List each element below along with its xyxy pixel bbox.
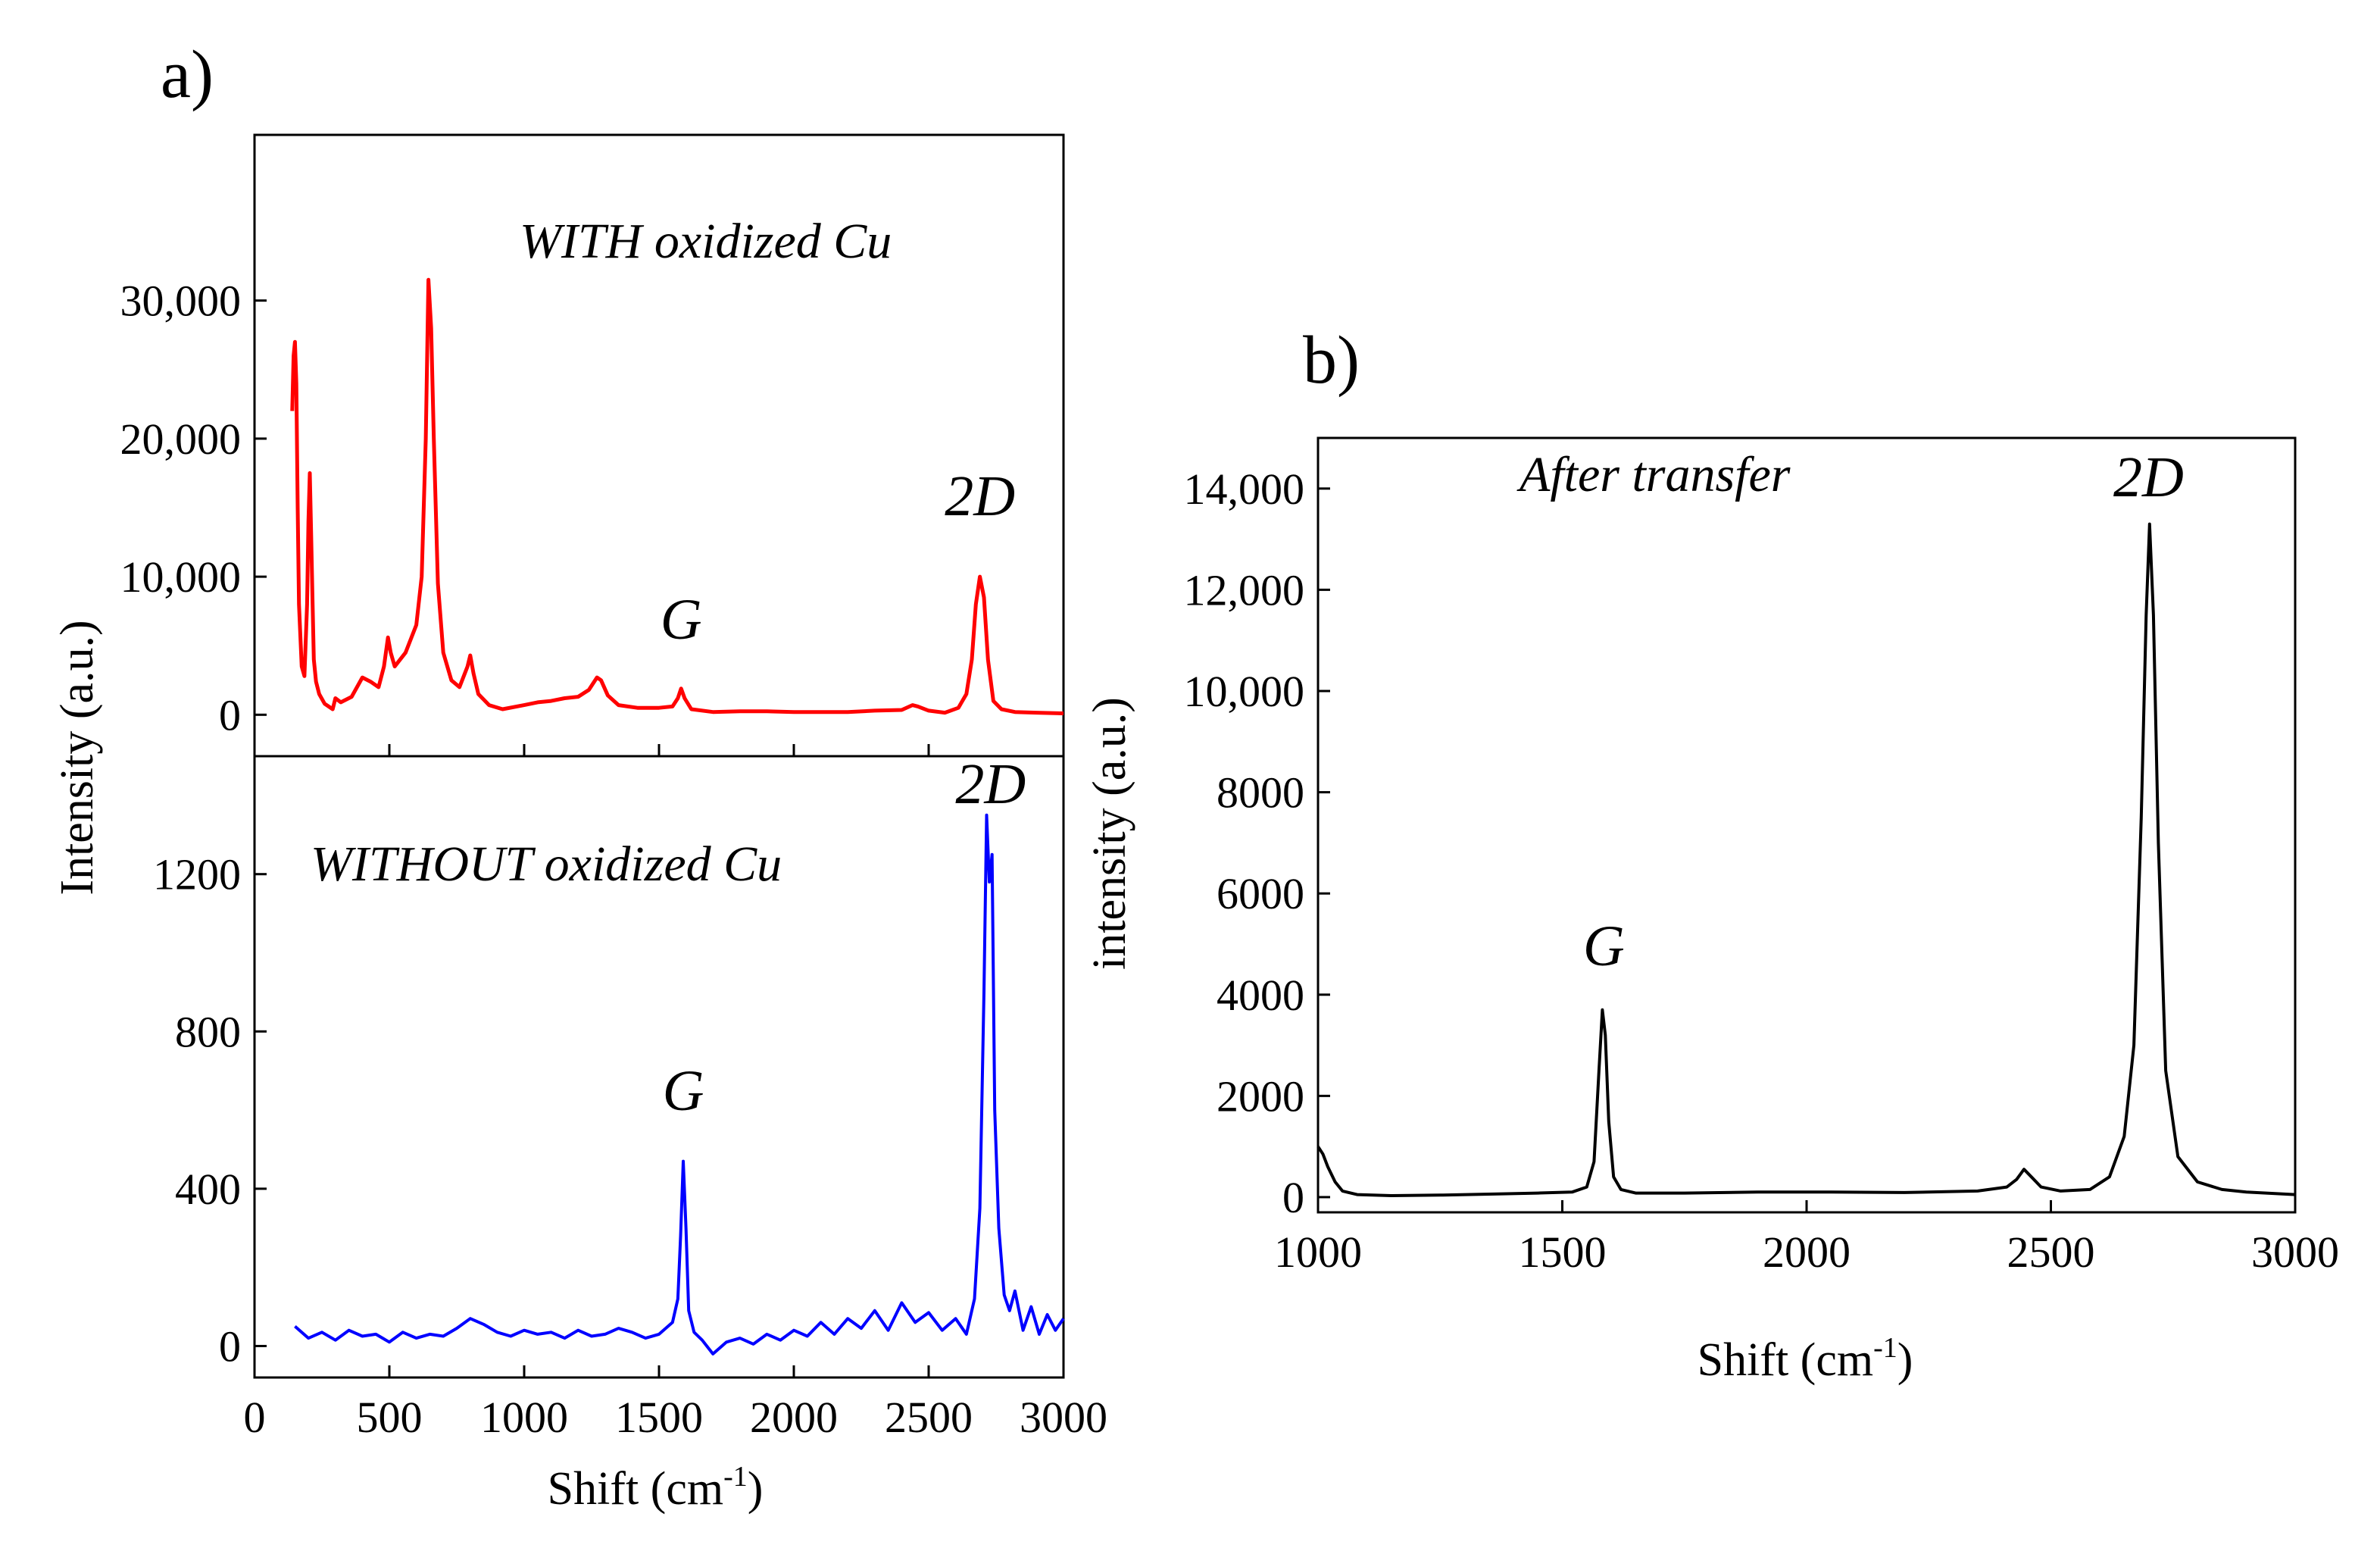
panel-b-x-tick-label: 3000 [2251,1227,2339,1277]
chart-panel-a-top: 0 10,000 20,000 30,000 WITH oxidized Cu G 2D [120,133,1065,758]
panel-a-top-y-tick-label: 30,000 [120,277,242,326]
panel-a-top-peak-label-2D: 2D [945,464,1015,528]
panel-a-x-axis-close-paren: ) [748,1463,764,1515]
panel-b-annotation: After transfer [1516,447,1791,502]
panel-a-top-annotation: WITH oxidized Cu [520,214,892,269]
panel-a-bottom-x-tick-label: 1500 [615,1393,703,1442]
panel-a-x-axis-title: Shift (cm-1) [548,1461,764,1515]
panel-b-peak-label-2D: 2D [2113,446,2184,509]
panel-label-b: b) [1303,323,1360,398]
panel-b-x-axis-title-text: Shift (cm [1698,1334,1873,1386]
panel-b-x-tick-label: 1500 [1519,1227,1607,1277]
panel-b-y-tick-label: 14,000 [1184,464,1305,514]
panel-b-x-axis-superscript: -1 [1873,1332,1897,1364]
panel-a-bottom-x-tick-label: 0 [244,1393,266,1442]
panel-label-a: a) [161,37,214,112]
panel-a-bottom-x-tick-label: 2000 [750,1393,838,1442]
panel-a-bottom-x-tick-label: 500 [357,1393,423,1442]
panel-b-x-tick-label: 2500 [2007,1227,2095,1277]
panel-b-y-tick-label: 10,000 [1184,667,1305,716]
panel-a-bottom-y-tick-label: 800 [175,1007,241,1056]
panel-a-bottom-y-tick-label: 400 [175,1165,241,1214]
panel-b-y-tick-label: 4000 [1217,971,1304,1020]
panel-a-bottom-series-line [294,813,1065,1356]
chart-panel-a-bottom: 0 400 800 1200 0 500 1000 1500 2000 2500 3000 WITHO… [153,752,1107,1442]
panel-b-y-tick-label: 0 [1282,1173,1304,1222]
panel-a-bottom-x-tick-label: 2500 [885,1393,973,1442]
panel-a-bottom-annotation: WITHOUT oxidized Cu [311,836,782,892]
chart-panel-b: 0 2000 4000 6000 8000 10,000 12,000 14,000 1000 1… [1184,436,2339,1277]
panel-a-bottom-y-tick-label: 0 [219,1321,241,1371]
panel-a-y-axis-title: Intensity (a.u.) [52,620,103,895]
panel-b-x-tick-label: 1000 [1274,1227,1362,1277]
panel-a-top-y-tick-label: 0 [219,690,241,740]
panel-b-y-tick-label: 2000 [1217,1071,1304,1121]
panel-b-x-tick-label: 2000 [1763,1227,1851,1277]
panel-b-y-tick-label: 6000 [1217,869,1304,918]
panel-a-bottom-peak-label-G: G [663,1059,704,1123]
panel-a-top-y-tick-label: 20,000 [120,414,242,464]
panel-a-x-axis-title-text: Shift (cm [548,1463,723,1515]
panel-b-y-tick-label: 8000 [1217,768,1304,818]
panel-b-x-axis-close-paren: ) [1897,1334,1913,1386]
panel-a-bottom-peak-label-2D: 2D [955,752,1026,816]
panel-b-series-line [1316,522,2296,1197]
panel-b-peak-label-G: G [1583,915,1625,978]
panel-a-x-axis-superscript: -1 [723,1461,748,1493]
panel-a-bottom-x-tick-label: 3000 [1020,1393,1107,1442]
panel-a-bottom-y-tick-label: 1200 [153,850,241,899]
panel-a-bottom-x-tick-label: 1000 [480,1393,568,1442]
panel-b-y-tick-label: 12,000 [1184,565,1305,614]
panel-a-top-y-tick-label: 10,000 [120,552,242,602]
panel-a-top-peak-label-G: G [661,588,702,652]
panel-b-y-axis-title: intensity (a.u.) [1084,697,1135,970]
panel-b-x-axis-title: Shift (cm-1) [1698,1332,1913,1386]
panel-a-top-series-line [290,277,1064,715]
